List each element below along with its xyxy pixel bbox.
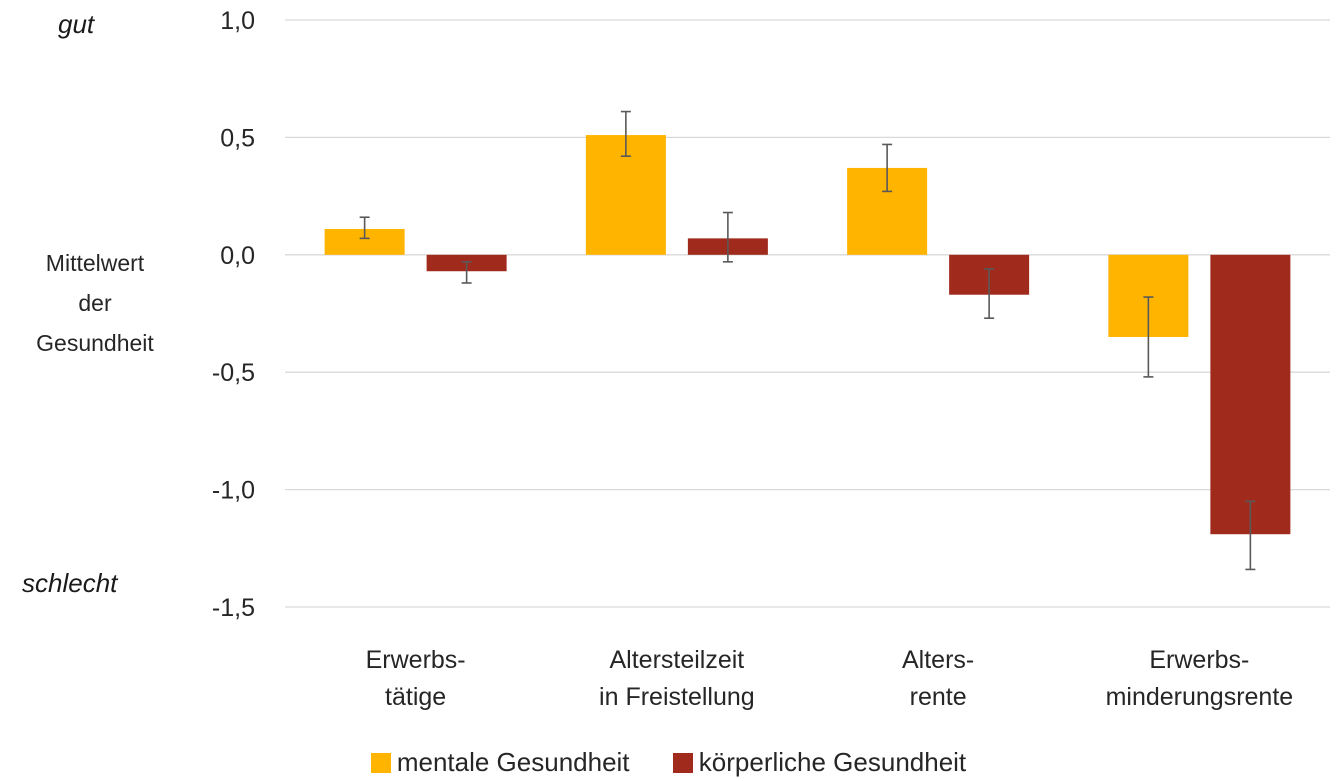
y-tick-label: 0,5	[220, 124, 255, 152]
y-axis-label-line: Mittelwert	[45, 250, 145, 276]
x-tick-label: in Freistellung	[599, 683, 755, 711]
bottom-label: schlecht	[22, 568, 118, 598]
x-tick-label: Erwerbs-	[366, 646, 466, 674]
y-axis-label: Mittelwert der Gesundheit	[0, 243, 190, 363]
x-tick-label: tätige	[385, 683, 446, 711]
y-tick-label: 1,0	[220, 7, 255, 35]
x-tick-label: Alters-	[902, 646, 974, 674]
legend-label-physical: körperliche Gesundheit	[698, 747, 967, 777]
x-tick-label: minderungsrente	[1106, 683, 1294, 711]
legend-item-physical: körperliche Gesundheit	[672, 747, 967, 778]
legend: mentale Gesundheit körperliche Gesundhei…	[0, 747, 1337, 780]
x-tick-label: Altersteilzeit	[609, 646, 744, 674]
y-axis-label-line: Gesundheit	[36, 330, 154, 356]
bar	[1210, 254, 1291, 535]
x-tick-label: Erwerbs-	[1149, 646, 1249, 674]
x-tick-label: rente	[910, 683, 967, 711]
y-tick-label: -1,5	[212, 594, 255, 622]
y-tick-label: -0,5	[212, 359, 255, 387]
y-axis-label-line: der	[78, 290, 112, 316]
top-label: gut	[58, 9, 95, 39]
y-tick-label: -1,0	[212, 477, 255, 505]
legend-swatch-mental	[370, 752, 391, 773]
legend-swatch-physical	[672, 752, 693, 773]
legend-label-mental: mentale Gesundheit	[396, 747, 630, 777]
legend-item-mental: mentale Gesundheit	[370, 747, 630, 778]
y-tick-label: 0,0	[220, 242, 255, 270]
